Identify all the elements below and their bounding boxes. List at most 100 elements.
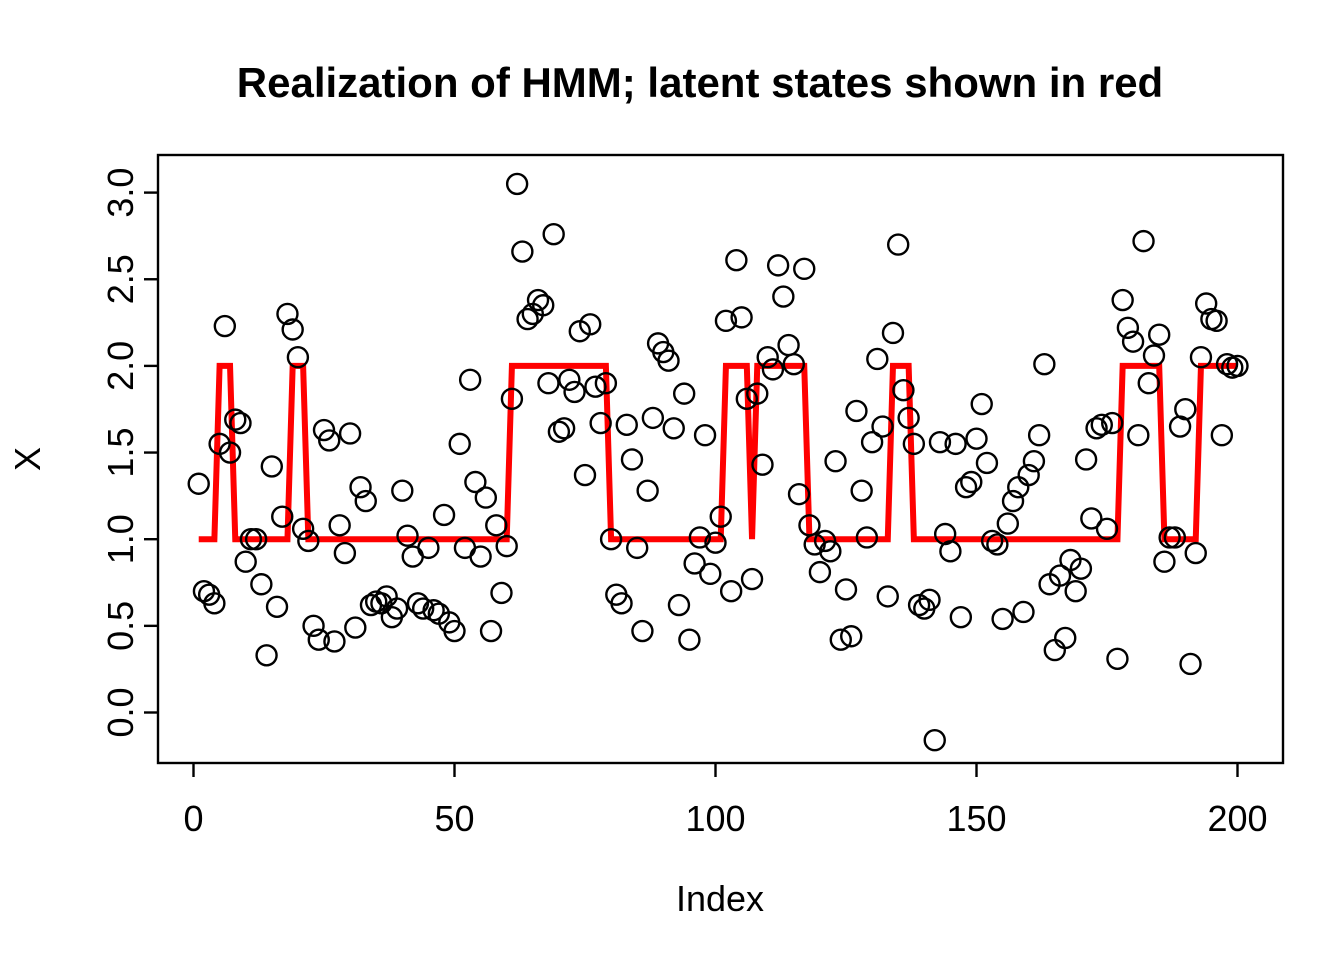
data-point <box>244 528 268 551</box>
data-point <box>1012 600 1035 624</box>
data-point <box>949 605 973 629</box>
data-point <box>391 479 414 502</box>
data-point <box>532 294 555 317</box>
y-tick-label: 3.0 <box>100 168 141 218</box>
data-point <box>1215 352 1239 376</box>
data-point <box>1137 372 1160 395</box>
data-point <box>1158 526 1181 549</box>
data-point <box>719 579 743 603</box>
data-point <box>552 417 576 440</box>
data-point <box>1142 344 1166 367</box>
data-point <box>229 411 252 435</box>
data-point <box>866 347 889 371</box>
data-point <box>260 455 283 478</box>
data-point <box>579 313 602 336</box>
data-point <box>344 616 367 639</box>
data-point <box>1043 638 1067 662</box>
data-point <box>234 550 257 573</box>
data-point <box>641 406 665 430</box>
data-point <box>678 628 701 651</box>
data-point <box>761 358 785 381</box>
x-axis-label: Index <box>676 878 764 919</box>
data-point <box>594 372 618 395</box>
data-point <box>1121 330 1145 353</box>
data-point <box>328 514 351 537</box>
data-point <box>918 588 941 612</box>
data-point <box>1085 417 1108 440</box>
data-point <box>542 222 565 246</box>
data-point <box>704 531 727 554</box>
y-tick-label: 1.5 <box>100 428 141 478</box>
data-point <box>526 288 550 312</box>
data-point <box>1194 292 1218 315</box>
data-point <box>1022 450 1046 473</box>
data-point <box>349 476 372 499</box>
data-point <box>746 382 769 405</box>
data-point <box>735 387 759 411</box>
data-point <box>944 432 967 456</box>
data-point <box>239 528 263 551</box>
data-point <box>907 593 931 617</box>
data-point <box>1033 352 1056 376</box>
data-point <box>725 248 748 272</box>
x-tick-label: 200 <box>1207 798 1267 839</box>
data-point <box>1127 424 1150 447</box>
data-point <box>813 529 837 553</box>
data-point <box>312 418 336 442</box>
data-point <box>860 430 884 454</box>
x-tick-label: 0 <box>183 798 203 839</box>
data-point <box>1095 517 1119 541</box>
data-point <box>756 346 779 369</box>
data-point <box>631 619 654 643</box>
data-point <box>787 482 811 506</box>
data-point <box>824 450 847 473</box>
data-point <box>714 309 738 333</box>
data-point <box>1210 424 1234 447</box>
y-tick-label: 2.5 <box>100 254 141 304</box>
data-point <box>672 382 696 405</box>
data-point <box>829 628 852 651</box>
data-point <box>354 489 377 513</box>
data-point <box>615 413 638 437</box>
data-point <box>1101 411 1124 435</box>
data-point <box>218 441 242 464</box>
data-point <box>338 422 362 445</box>
data-point <box>495 534 518 558</box>
data-point <box>396 524 419 547</box>
data-point <box>1184 541 1207 565</box>
data-point <box>855 526 879 549</box>
data-point <box>1074 448 1098 471</box>
data-point <box>730 306 753 329</box>
y-axis-label: X <box>7 447 48 471</box>
data-point <box>1179 652 1202 676</box>
data-point <box>1054 626 1077 650</box>
data-point <box>923 729 946 752</box>
observation-points <box>187 172 1249 752</box>
data-point <box>255 644 278 667</box>
data-point <box>793 257 816 281</box>
data-point <box>1080 507 1103 530</box>
data-point <box>699 562 722 586</box>
axis-ticks: 0 50 100 150 200 0.0 0.5 1.0 1.5 2.0 2.5 3.0 <box>100 168 1268 839</box>
data-point <box>1090 413 1113 437</box>
data-point <box>772 285 795 308</box>
data-point <box>505 172 529 196</box>
data-point <box>808 560 832 584</box>
data-point <box>819 540 842 563</box>
data-point <box>897 406 920 430</box>
data-point <box>474 486 498 509</box>
data-point <box>960 470 983 494</box>
data-point <box>1189 346 1213 369</box>
data-point <box>991 607 1014 631</box>
data-point <box>187 472 210 495</box>
data-point <box>276 302 299 326</box>
data-point <box>1069 557 1093 580</box>
data-point <box>599 528 623 551</box>
data-point <box>573 463 597 487</box>
data-point <box>1017 463 1040 487</box>
data-point <box>1174 398 1197 421</box>
data-point <box>709 505 732 528</box>
data-point <box>302 614 325 638</box>
